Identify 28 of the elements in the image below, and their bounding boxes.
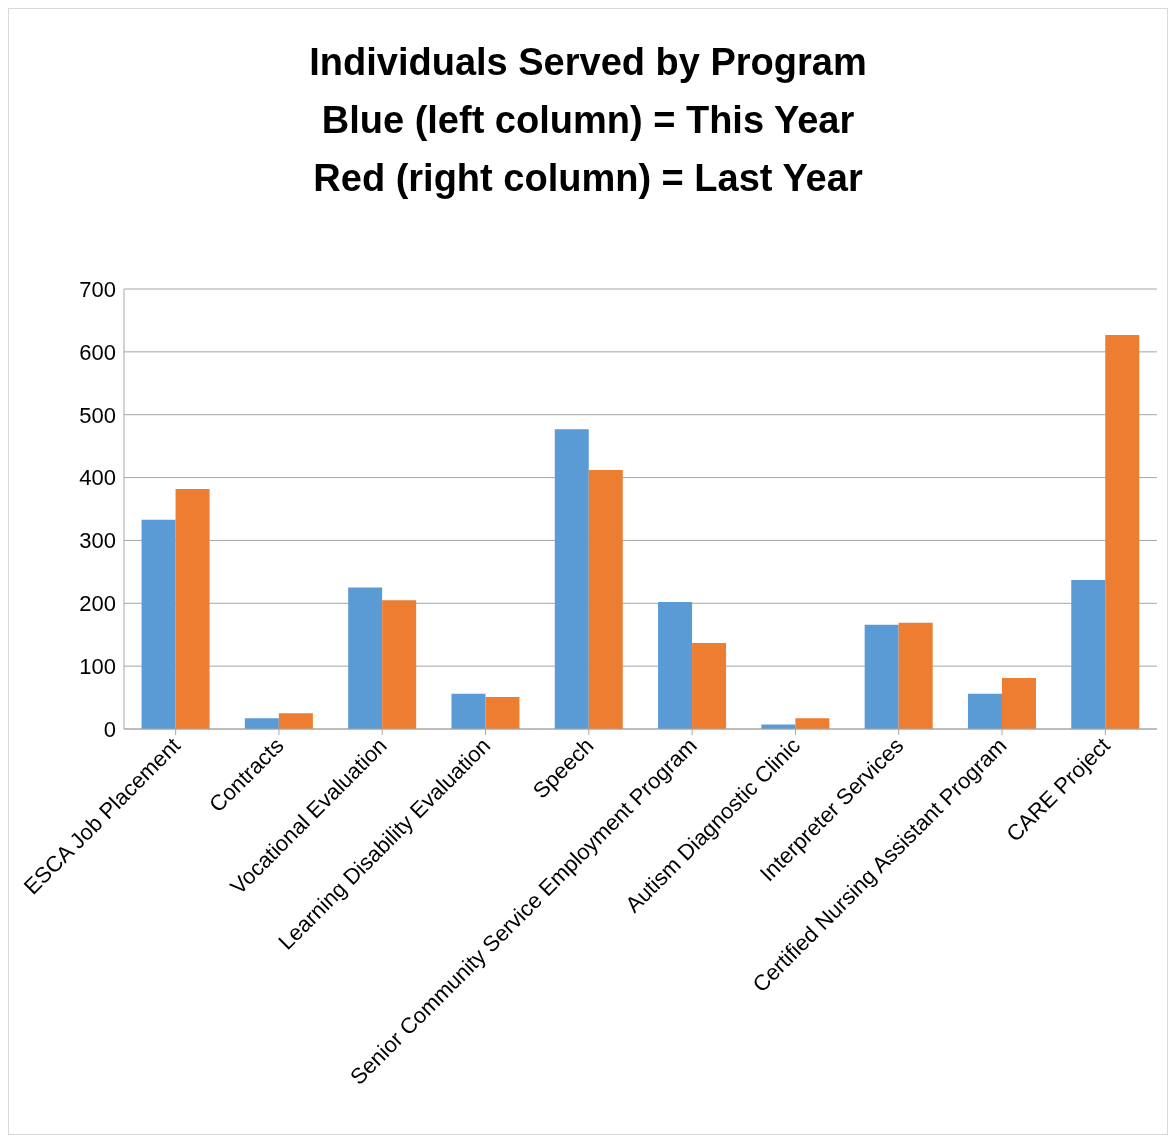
y-tick-label: 700 <box>79 276 116 302</box>
bar <box>1105 334 1140 729</box>
bar <box>795 718 830 729</box>
bar <box>382 600 417 729</box>
bar <box>451 693 486 729</box>
bar <box>485 696 520 729</box>
y-tick-label: 500 <box>79 402 116 428</box>
y-tick-label: 0 <box>103 716 116 742</box>
bar <box>1001 678 1036 729</box>
y-tick-label: 100 <box>79 653 116 679</box>
bar <box>967 693 1002 729</box>
bar <box>278 713 313 729</box>
bar <box>864 624 899 729</box>
bar <box>588 470 623 729</box>
y-tick-label: 300 <box>79 528 116 554</box>
bar <box>554 429 589 729</box>
bar <box>658 602 693 729</box>
bar <box>141 519 176 729</box>
bar <box>1071 580 1106 729</box>
bar <box>898 622 933 729</box>
bar <box>692 642 727 729</box>
bar <box>244 718 279 729</box>
bar <box>348 587 383 729</box>
y-tick-label: 400 <box>79 465 116 491</box>
chart-title: Individuals Served by Program Blue (left column) = This Year Red (right column) = Last Year <box>308 40 868 201</box>
bar <box>175 488 210 729</box>
y-tick-label: 200 <box>79 591 116 617</box>
y-tick-label: 600 <box>79 339 116 365</box>
